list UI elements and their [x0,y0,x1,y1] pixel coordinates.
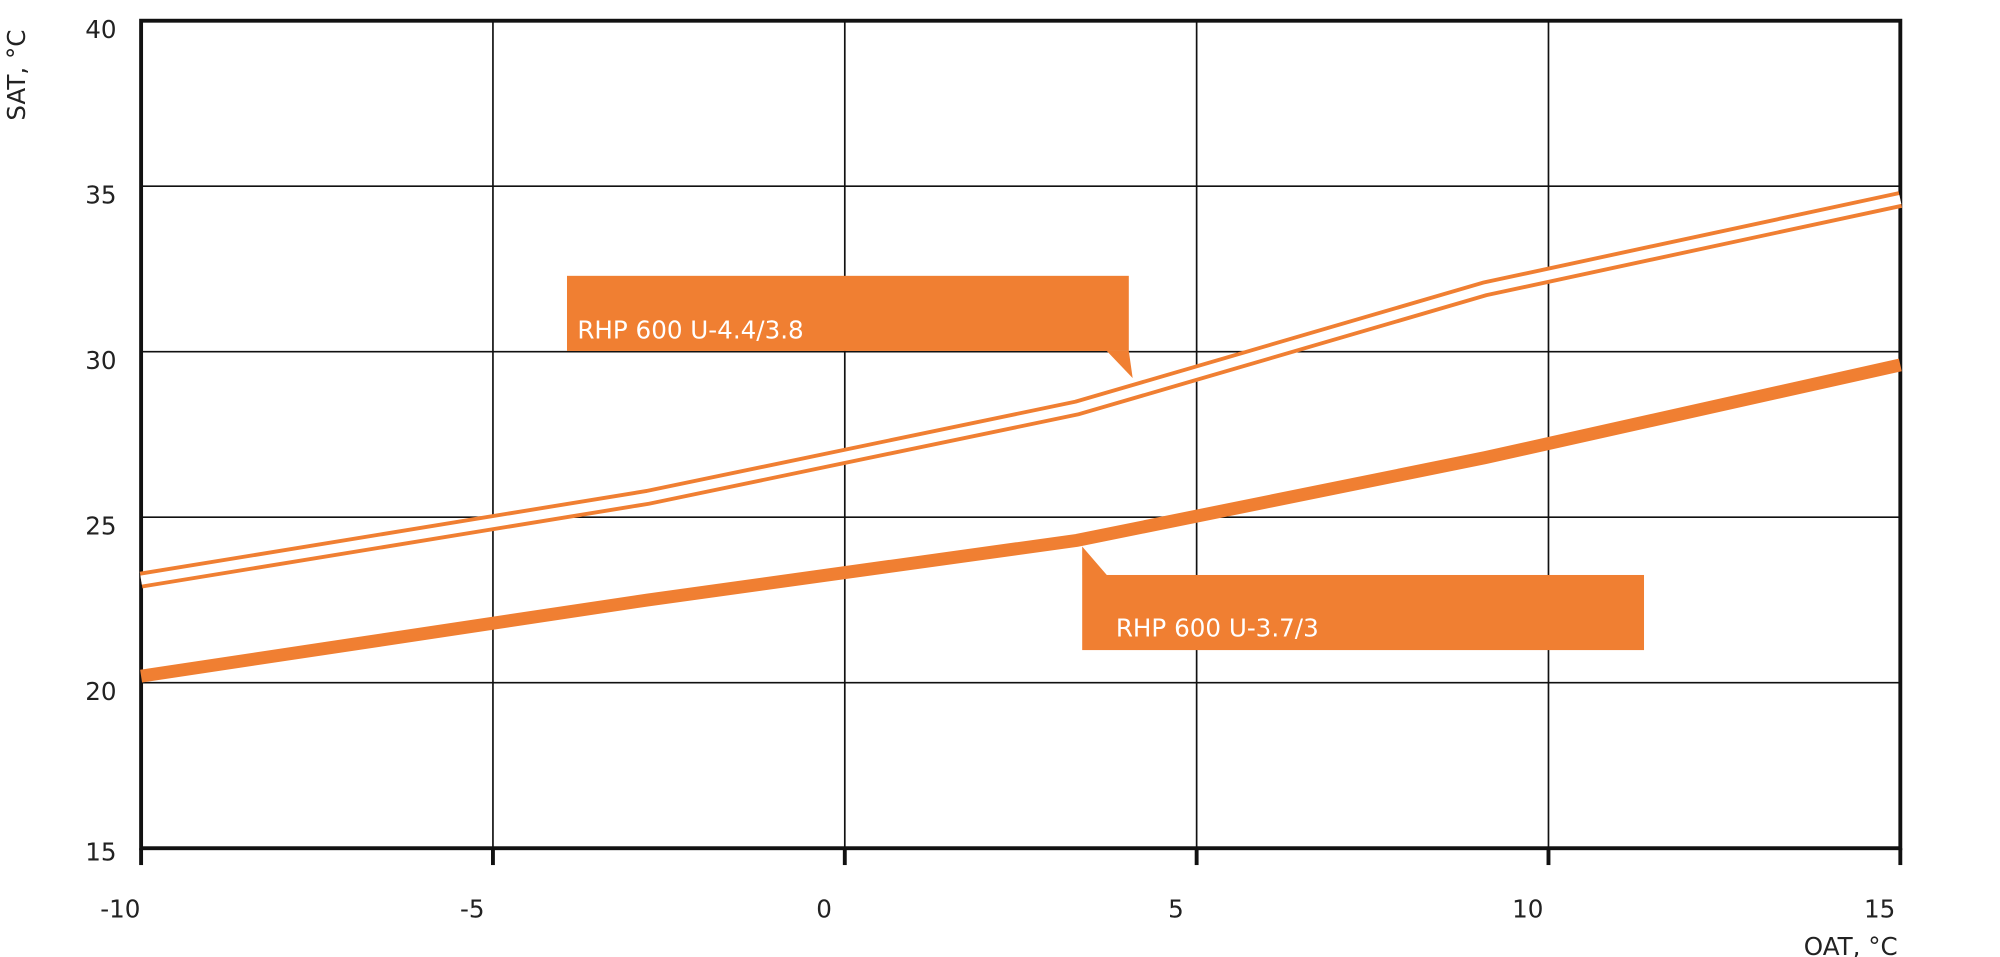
x-tick-label: -10 [100,894,140,923]
x-tick-label: 15 [1864,894,1895,923]
y-tick-label: 40 [85,15,116,44]
y-tick-label: 25 [85,512,116,541]
callout-box [566,275,1129,351]
series-line-inner [140,195,1902,585]
x-tick-label: 10 [1512,894,1543,923]
y-axis-label: SAT, °C [2,30,31,121]
callout-box [1082,574,1645,651]
y-tick-label: 35 [85,181,116,210]
series-line [140,358,1902,683]
x-tick-label: 5 [1168,894,1184,923]
callout: RHP 600 U-3.7/3 [1082,546,1645,651]
series-label: RHP 600 U-3.7/3 [1116,613,1319,642]
series-label: RHP 600 U-4.4/3.8 [577,316,803,345]
plot-frame [139,18,1903,851]
callout-tail [1082,546,1107,575]
y-tick-label: 20 [85,677,116,706]
callout-tail [1106,350,1133,379]
callout: RHP 600 U-4.4/3.8 [566,275,1133,379]
x-axis-label: OAT, °C [1804,932,1898,957]
x-tick-label: 0 [816,894,832,923]
y-tick-label: 15 [85,837,116,866]
x-tick-label: -5 [460,894,485,923]
y-tick-label: 30 [85,346,116,375]
